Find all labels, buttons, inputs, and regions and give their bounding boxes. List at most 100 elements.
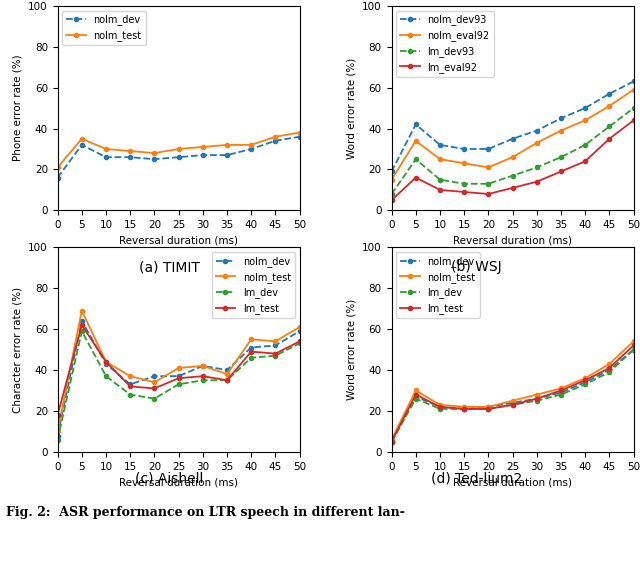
lm_eval92 — [557, 168, 565, 175]
X-axis label: Reversal duration (ms): Reversal duration (ms) — [453, 477, 572, 487]
lm_dev — [248, 354, 255, 361]
nolm_test — [199, 144, 207, 150]
lm_test — [388, 438, 396, 445]
lm_dev — [630, 346, 637, 353]
nolm_dev — [199, 152, 207, 158]
Line: lm_dev93: lm_dev93 — [390, 106, 636, 196]
lm_dev — [581, 381, 589, 388]
nolm_eval92 — [533, 140, 541, 146]
Line: nolm_test: nolm_test — [56, 130, 301, 169]
nolm_test — [126, 148, 134, 154]
Legend: nolm_dev, nolm_test, lm_dev, lm_test: nolm_dev, nolm_test, lm_dev, lm_test — [212, 252, 295, 318]
nolm_test — [388, 436, 396, 443]
nolm_eval92 — [509, 154, 516, 161]
nolm_test — [175, 145, 182, 152]
Legend: nolm_dev93, nolm_eval92, lm_dev93, lm_eval92: nolm_dev93, nolm_eval92, lm_dev93, lm_ev… — [396, 10, 493, 77]
nolm_eval92 — [388, 176, 396, 183]
nolm_test — [296, 129, 303, 136]
lm_dev — [436, 406, 444, 412]
nolm_eval92 — [630, 86, 637, 93]
lm_dev — [509, 402, 516, 408]
nolm_test — [78, 136, 86, 142]
nolm_test — [581, 375, 589, 382]
lm_dev — [605, 368, 613, 375]
nolm_dev — [412, 393, 420, 400]
lm_eval92 — [581, 158, 589, 165]
lm_dev93 — [412, 156, 420, 162]
nolm_dev — [271, 342, 279, 349]
lm_test — [150, 385, 158, 392]
nolm_dev — [436, 403, 444, 410]
nolm_dev — [581, 379, 589, 386]
nolm_dev — [271, 137, 279, 144]
nolm_dev93 — [509, 136, 516, 142]
lm_dev — [102, 373, 110, 380]
nolm_dev93 — [388, 168, 396, 175]
Text: (d) Ted-lium2: (d) Ted-lium2 — [431, 472, 522, 486]
nolm_test — [533, 391, 541, 398]
nolm_dev — [78, 317, 86, 324]
lm_dev — [557, 391, 565, 398]
Y-axis label: Character error rate (%): Character error rate (%) — [13, 287, 22, 412]
lm_test — [412, 391, 420, 398]
nolm_dev — [199, 363, 207, 370]
nolm_dev93 — [436, 141, 444, 148]
lm_test — [102, 359, 110, 366]
nolm_dev — [175, 154, 182, 161]
Line: nolm_dev: nolm_dev — [390, 347, 636, 444]
nolm_dev — [54, 432, 61, 439]
lm_dev — [271, 352, 279, 359]
lm_test — [436, 403, 444, 410]
nolm_eval92 — [581, 117, 589, 124]
nolm_test — [175, 364, 182, 371]
nolm_test — [78, 307, 86, 314]
lm_test — [54, 412, 61, 419]
lm_dev — [78, 328, 86, 335]
nolm_dev — [460, 406, 468, 412]
nolm_test — [484, 403, 492, 410]
nolm_dev — [509, 399, 516, 406]
lm_dev93 — [460, 180, 468, 187]
Text: (a) TIMIT: (a) TIMIT — [139, 260, 200, 274]
nolm_dev — [78, 141, 86, 148]
lm_eval92 — [509, 184, 516, 191]
lm_dev — [412, 395, 420, 402]
nolm_test — [150, 379, 158, 386]
nolm_test — [248, 141, 255, 148]
lm_test — [199, 373, 207, 380]
lm_test — [223, 377, 231, 384]
X-axis label: Reversal duration (ms): Reversal duration (ms) — [119, 477, 238, 487]
nolm_dev — [484, 403, 492, 410]
Line: nolm_dev: nolm_dev — [56, 319, 301, 438]
Legend: nolm_dev, nolm_test, lm_dev, lm_test: nolm_dev, nolm_test, lm_dev, lm_test — [396, 252, 479, 318]
nolm_dev — [630, 346, 637, 353]
Y-axis label: Word error rate (%): Word error rate (%) — [347, 299, 356, 400]
nolm_dev — [175, 373, 182, 380]
lm_dev — [126, 391, 134, 398]
nolm_test — [509, 398, 516, 404]
nolm_dev — [223, 367, 231, 374]
lm_dev — [223, 377, 231, 384]
lm_dev — [54, 436, 61, 443]
lm_test — [630, 342, 637, 349]
Line: nolm_eval92: nolm_eval92 — [390, 88, 636, 182]
nolm_test — [436, 402, 444, 408]
Line: nolm_test: nolm_test — [390, 339, 636, 442]
nolm_eval92 — [605, 102, 613, 109]
nolm_test — [605, 360, 613, 367]
lm_test — [460, 406, 468, 412]
nolm_dev — [533, 395, 541, 402]
Line: nolm_dev93: nolm_dev93 — [390, 80, 636, 173]
lm_test — [126, 383, 134, 390]
Line: lm_dev: lm_dev — [56, 329, 301, 442]
lm_test — [509, 402, 516, 408]
nolm_test — [271, 338, 279, 345]
nolm_dev — [388, 438, 396, 445]
Text: (c) Aishell: (c) Aishell — [136, 472, 204, 486]
lm_test — [296, 338, 303, 345]
lm_eval92 — [630, 117, 637, 124]
lm_dev — [533, 398, 541, 404]
nolm_dev — [54, 174, 61, 181]
nolm_dev — [150, 373, 158, 380]
nolm_eval92 — [412, 137, 420, 144]
